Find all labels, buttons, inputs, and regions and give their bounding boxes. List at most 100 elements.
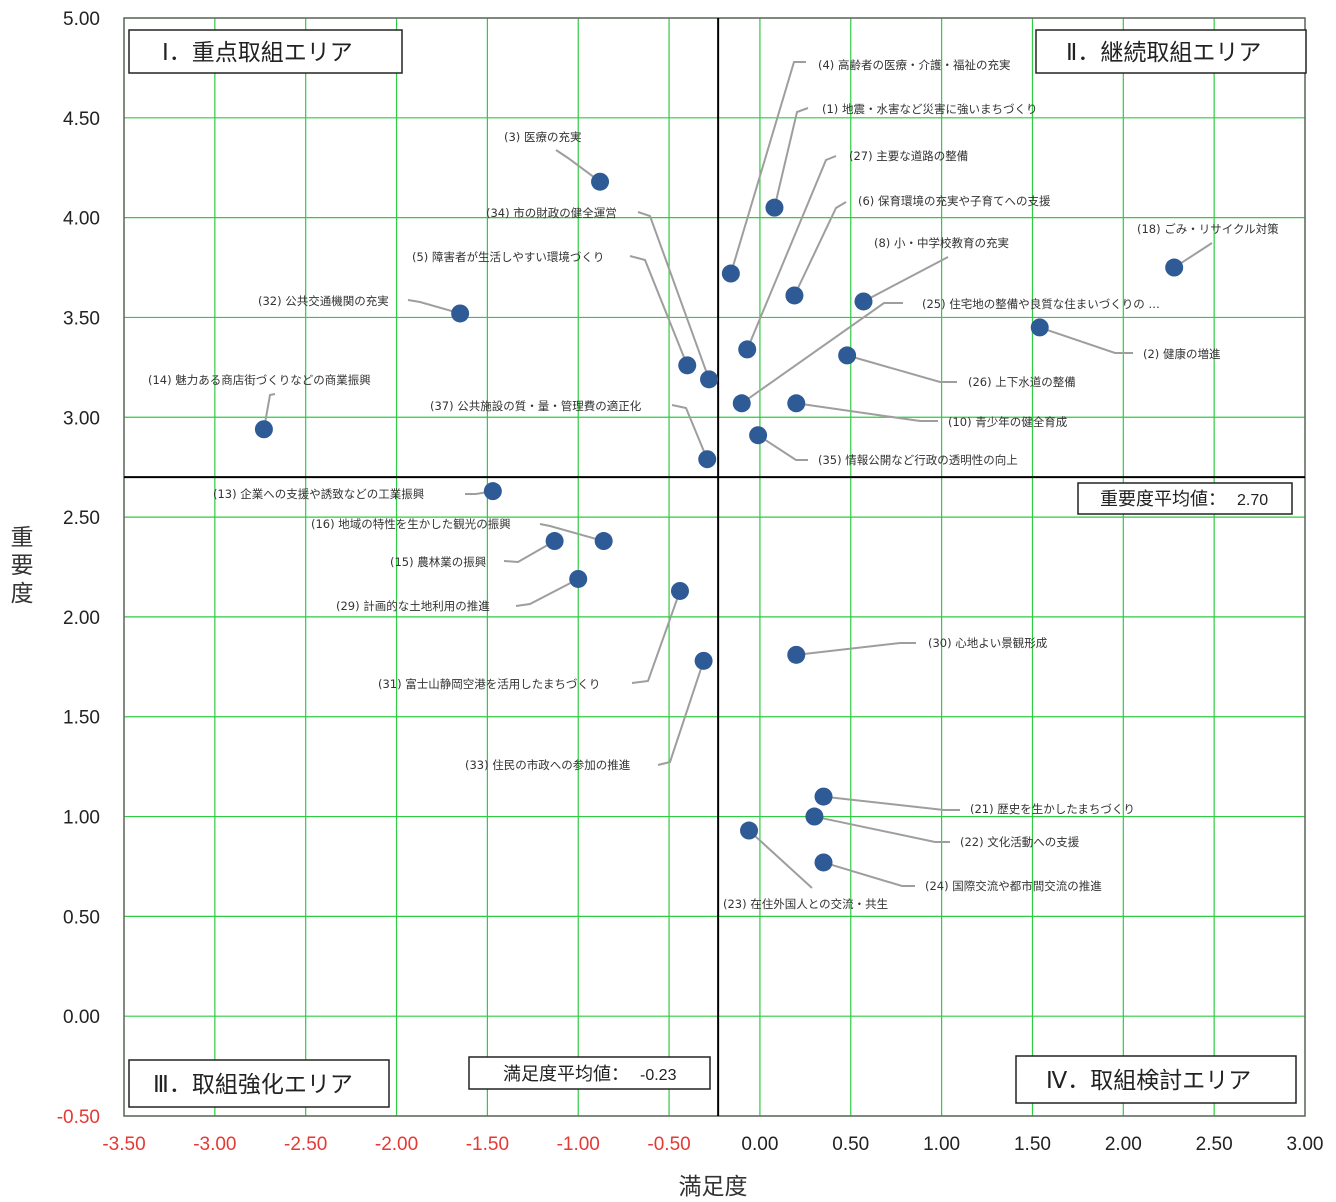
- data-point: [749, 426, 768, 445]
- point-label: (37) 公共施設の質・量・管理費の適正化: [430, 399, 642, 413]
- data-point: [678, 356, 697, 375]
- point-label: (16) 地域の特性を生かした観光の振興: [311, 517, 511, 531]
- data-point: [814, 853, 833, 872]
- y-tick-label: 0.00: [63, 1007, 100, 1028]
- y-tick-label: 2.00: [63, 608, 100, 629]
- data-point: [787, 645, 806, 664]
- leader-line: [539, 523, 604, 543]
- data-point: [805, 807, 824, 826]
- avg-y-box: 重要度平均値： 2.70: [1077, 482, 1293, 515]
- point-label: (34) 市の財政の健全運営: [486, 206, 617, 220]
- x-tick-label: 3.00: [1287, 1134, 1324, 1155]
- leader-line: [746, 155, 837, 350]
- point-label: (32) 公共交通機関の充実: [258, 294, 389, 308]
- leader-line: [846, 354, 957, 383]
- quadrant-box-q1: Ⅰ．重点取組エリア: [128, 29, 403, 74]
- point-label: (2) 健康の増進: [1143, 347, 1221, 361]
- data-point: [591, 172, 610, 191]
- leader-line: [748, 829, 813, 889]
- data-point: [1030, 318, 1049, 337]
- average-lines: [124, 18, 1305, 1116]
- leader-line: [823, 861, 915, 887]
- data-point: [854, 292, 873, 311]
- leader-line: [796, 402, 938, 422]
- data-point: [785, 286, 804, 305]
- point-label: (8) 小・中学校教育の充実: [874, 236, 1009, 250]
- point-label: (13) 企業への支援や誘致などの工業振興: [213, 487, 424, 501]
- avg-x-box: 満足度平均値： -0.23: [468, 1056, 711, 1090]
- point-label: (14) 魅力ある商店街づくりなどの商業振興: [148, 373, 371, 387]
- y-tick-label: 4.50: [63, 109, 100, 130]
- quadrant-label-q3: Ⅲ．取組強化エリア: [153, 1072, 353, 1098]
- tick-labels: -3.50 -3.00 -2.50 -2.00 -1.50 -1.00 -0.50 0.00 0…: [57, 9, 1324, 1155]
- leader-line: [1039, 326, 1133, 354]
- x-axis-title: 満足度: [679, 1174, 748, 1200]
- data-point: [838, 346, 857, 365]
- data-point: [814, 787, 833, 806]
- data-point: [483, 482, 502, 501]
- data-point: [698, 450, 717, 469]
- point-label: (22) 文化活動への支援: [960, 835, 1080, 849]
- x-tick-label: -0.50: [647, 1134, 690, 1155]
- data-point: [670, 581, 689, 600]
- x-tick-label: -3.50: [102, 1134, 145, 1155]
- y-tick-label: 3.50: [63, 308, 100, 329]
- quadrant-label-q4: Ⅳ．取組検討エリア: [1046, 1068, 1251, 1094]
- data-point: [787, 394, 806, 413]
- y-tick-label: 4.00: [63, 209, 100, 230]
- leader-line: [793, 201, 847, 296]
- leader-line: [262, 393, 276, 430]
- avg-x-label: 満足度平均値：: [503, 1064, 629, 1085]
- data-point: [700, 370, 719, 389]
- y-axis-title: 重 要 度: [11, 525, 34, 607]
- data-point: [694, 651, 713, 670]
- y-tick-label: -0.50: [57, 1107, 100, 1128]
- data-point: [732, 394, 751, 413]
- quadrant-box-q4: Ⅳ．取組検討エリア: [1015, 1055, 1297, 1104]
- point-label: (10) 青少年の健全育成: [948, 415, 1068, 429]
- leader-line: [407, 299, 461, 315]
- data-point: [738, 340, 757, 359]
- point-label: (23) 在住外国人との交流・共生: [723, 897, 888, 911]
- y-axis-title-char: 重: [11, 525, 34, 551]
- data-point: [451, 304, 470, 323]
- x-tick-label: -1.00: [557, 1134, 600, 1155]
- point-label: (1) 地震・水害など災害に強いまちづくり: [822, 102, 1037, 116]
- x-tick-label: 0.50: [832, 1134, 869, 1155]
- leader-line: [863, 256, 949, 303]
- point-label: (3) 医療の充実: [504, 130, 581, 144]
- x-tick-label: -2.50: [284, 1134, 327, 1155]
- y-axis-title-char: 要: [11, 553, 34, 579]
- data-point: [569, 569, 588, 588]
- quadrant-box-q3: Ⅲ．取組強化エリア: [128, 1059, 390, 1108]
- leader-line: [631, 590, 681, 684]
- point-label: (35) 情報公開など行政の透明性の向上: [818, 453, 1018, 467]
- quadrant-label-q1: Ⅰ．重点取組エリア: [162, 40, 353, 66]
- x-tick-label: 2.50: [1196, 1134, 1233, 1155]
- leader-line: [503, 540, 556, 564]
- leader-lines: [262, 61, 1213, 889]
- leader-line: [757, 434, 808, 461]
- point-label: (15) 農林業の振興: [390, 555, 486, 569]
- data-point: [254, 420, 273, 439]
- leader-line: [729, 61, 806, 274]
- x-tick-label: -2.00: [375, 1134, 418, 1155]
- leader-line: [555, 149, 601, 183]
- x-tick-label: 2.00: [1105, 1134, 1142, 1155]
- point-label: (5) 障害者が生活しやすい環境づくり: [412, 250, 604, 264]
- leader-line: [796, 642, 916, 656]
- point-label: (33) 住民の市政への参加の推進: [465, 758, 631, 772]
- leader-line: [671, 404, 709, 460]
- quadrant-box-q2: Ⅱ．継続取組エリア: [1035, 29, 1307, 74]
- grid: [123, 17, 1306, 1117]
- leader-line: [823, 795, 960, 811]
- x-tick-label: 0.00: [741, 1134, 778, 1155]
- y-tick-label: 3.00: [63, 408, 100, 429]
- data-point: [545, 532, 564, 551]
- leader-line: [773, 107, 809, 208]
- point-label: (24) 国際交流や都市間交流の推進: [925, 879, 1102, 893]
- point-label: (25) 住宅地の整備や良質な住まいづくりの …: [922, 297, 1160, 311]
- x-tick-label: -1.50: [466, 1134, 509, 1155]
- y-tick-label: 5.00: [63, 9, 100, 30]
